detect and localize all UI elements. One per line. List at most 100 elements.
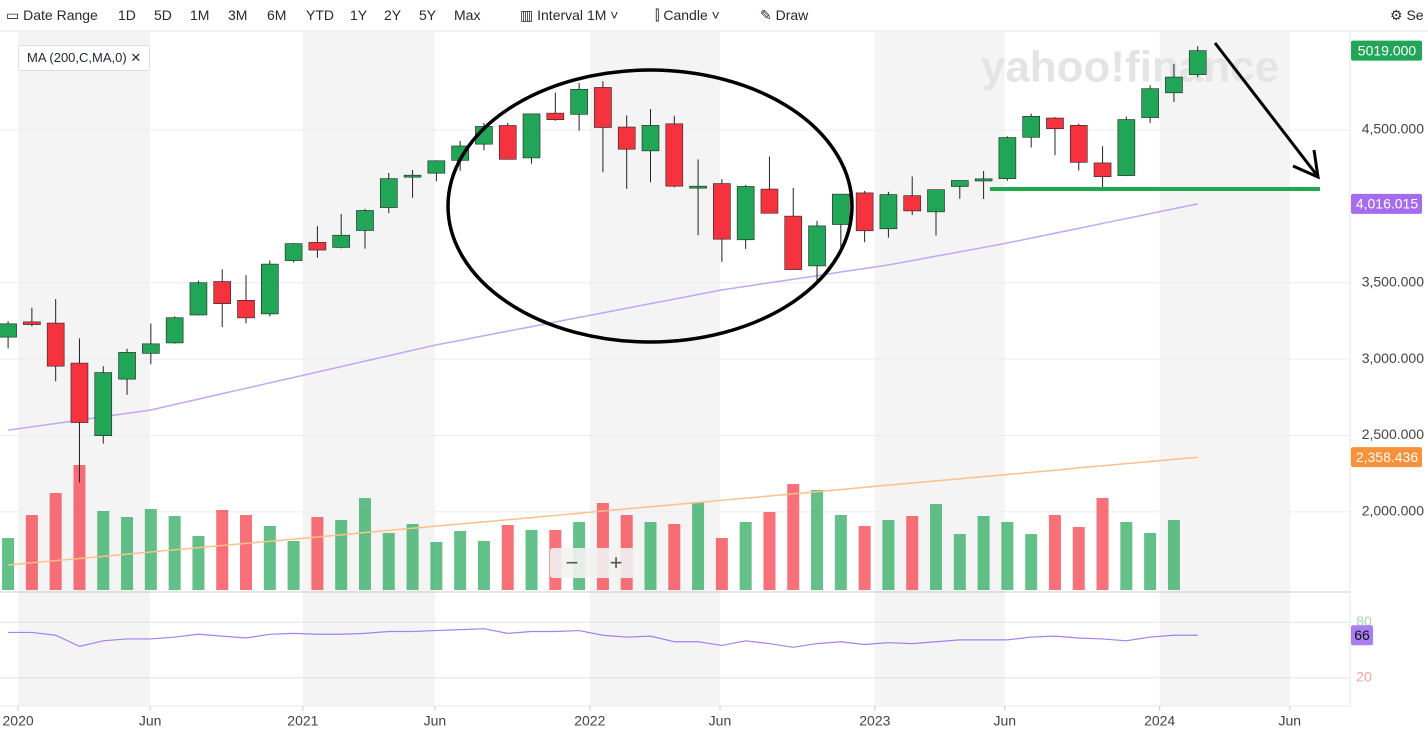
volume-bar [668, 524, 681, 590]
candle-body [1117, 119, 1136, 176]
candle-body [213, 281, 232, 304]
candle-body [403, 174, 422, 178]
draw-label: Draw [775, 7, 809, 23]
candle-body [1165, 76, 1183, 94]
draw-button[interactable]: ✎ Draw [760, 7, 809, 23]
candle-body [356, 210, 374, 231]
drawn-ellipse [446, 68, 854, 344]
background [18, 32, 1290, 705]
zoom-control [550, 548, 634, 578]
candle-body [70, 362, 89, 423]
volume-bar [454, 531, 467, 590]
volume-bar [287, 541, 300, 590]
volume-bar [1072, 527, 1085, 590]
candle-body [998, 137, 1017, 179]
candle-body [641, 125, 660, 152]
range-button[interactable]: 3M [228, 7, 248, 23]
x-tick-label: Jun [1279, 713, 1302, 729]
candle-body [665, 123, 684, 187]
candle-body [261, 263, 279, 315]
interval-value: 1M [586, 7, 607, 23]
price-tag-label: 2,358.436 [1356, 449, 1418, 465]
y-tick-label: 3,000.000 [1362, 350, 1424, 366]
candle-body [284, 243, 303, 261]
zoom-in-button[interactable]: + [610, 550, 623, 575]
rsi-tag [1351, 625, 1373, 646]
volume-bar [906, 516, 919, 590]
candle-body [736, 186, 755, 241]
volume-bar [1096, 498, 1109, 590]
x-tick-label: 2023 [859, 713, 890, 729]
x-tick-label: 2020 [3, 713, 34, 729]
price-tag-label: 5019.000 [1358, 42, 1417, 58]
volume-bar [501, 525, 514, 590]
range-button[interactable]: YTD [306, 7, 334, 23]
indicator-chip[interactable]: MA (200,C,MA,0) ✕ [18, 45, 151, 71]
volume-bar [739, 522, 752, 590]
candle-body [974, 178, 993, 182]
volume-bar [358, 498, 371, 590]
zoom-out-button[interactable]: − [566, 550, 579, 575]
candle-body [522, 113, 541, 159]
candle-body [1141, 88, 1159, 118]
candle-body [308, 242, 327, 251]
candle-body [808, 225, 826, 267]
chart-type-label: Candle [663, 7, 708, 23]
y-tick-label: 2,500.000 [1362, 426, 1424, 442]
candle-body [1069, 125, 1088, 163]
candle-body [1188, 50, 1207, 75]
candle-body [784, 215, 803, 270]
price-tag [1351, 447, 1422, 468]
candle-body [1022, 116, 1040, 138]
y-tick-label: 4,500.000 [1362, 121, 1424, 137]
volume-bar [1025, 534, 1038, 590]
x-tick-label: Jun [424, 713, 447, 729]
range-button[interactable]: 1M [190, 7, 210, 23]
range-button[interactable]: 2Y [384, 7, 402, 23]
candle-body [46, 322, 65, 367]
candle-body [927, 189, 945, 213]
range-button[interactable]: 5Y [419, 7, 437, 23]
chart-type-button[interactable]: ⫿ Candle ˅ [655, 7, 720, 23]
volume-bar [49, 493, 62, 590]
volume-bar [692, 502, 705, 590]
candle-body [855, 192, 874, 232]
candle-body [379, 178, 398, 208]
range-button[interactable]: 1Y [350, 7, 368, 23]
volume-bar [763, 512, 776, 590]
volume-bar [406, 524, 419, 590]
period-shade [1159, 32, 1290, 705]
volume-bar [930, 504, 943, 590]
volume-bar [430, 542, 443, 590]
price-tag [1351, 193, 1422, 214]
volume-bar [787, 484, 800, 590]
x-tick-label: Jun [709, 713, 732, 729]
candle-body [903, 195, 922, 212]
volume-bar [858, 526, 871, 590]
interval-button[interactable]: ▥ Interval 1M ˅ [520, 7, 619, 23]
range-button[interactable]: 6M [267, 7, 287, 23]
rsi-tick-label: 20 [1356, 669, 1372, 685]
volume-bar [834, 515, 847, 590]
range-button[interactable]: Max [454, 7, 481, 23]
volume-bar [2, 538, 15, 590]
range-button[interactable]: 1D [118, 7, 136, 23]
candle-body [427, 160, 446, 174]
candle-body [760, 188, 779, 214]
candle-body [546, 112, 565, 121]
y-tick-label: 3,500.000 [1362, 273, 1424, 289]
period-shade [302, 32, 435, 705]
candle-body [713, 183, 731, 240]
toolbar: ▭ Date Range 1D 5D 1M 3M 6M YTD 1Y 2Y 5Y… [0, 0, 1428, 30]
rsi-line [8, 628, 1198, 648]
candle-body [332, 234, 350, 248]
volume-bar [192, 536, 205, 590]
volume-bar [335, 520, 348, 590]
settings-button[interactable]: ⚙ Se [1390, 7, 1424, 23]
x-tick-label: Jun [139, 713, 162, 729]
range-button[interactable]: 5D [154, 7, 172, 23]
volume-bar [168, 516, 181, 590]
date-range-button[interactable]: ▭ Date Range [6, 7, 98, 23]
x-tick-label: 2021 [287, 713, 318, 729]
